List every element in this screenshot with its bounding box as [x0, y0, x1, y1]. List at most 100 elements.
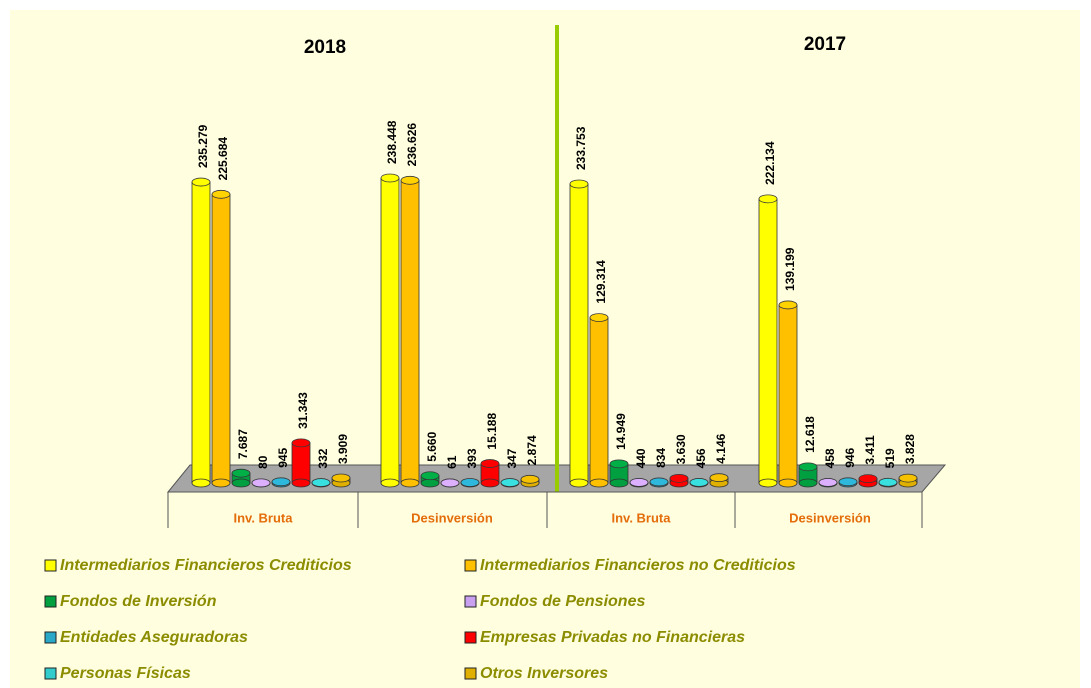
- cylinder-base: [758, 478, 778, 488]
- legend-swatch: [44, 559, 57, 572]
- bar: [211, 189, 231, 488]
- cylinder-top: [649, 477, 669, 487]
- cylinder-base: [589, 478, 609, 488]
- cylinder-base: [609, 478, 629, 488]
- cylinder-top: [331, 473, 351, 483]
- x-tick-label: Inv. Bruta: [234, 510, 294, 525]
- cylinder-base: [191, 478, 211, 488]
- value-label: 14.949: [614, 413, 628, 450]
- cylinder-base: [569, 478, 589, 488]
- cylinder-top: [211, 189, 231, 199]
- value-label: 945: [276, 447, 290, 467]
- bar: [500, 478, 520, 488]
- value-label: 236.626: [405, 123, 419, 167]
- value-label: 235.279: [196, 124, 210, 168]
- cylinder-top: [898, 473, 918, 483]
- bar: [569, 179, 589, 488]
- cylinder-top: [191, 177, 211, 187]
- cylinder-top: [758, 194, 778, 204]
- bar: [271, 477, 291, 488]
- legend-label: Entidades Aseguradoras: [60, 629, 248, 646]
- legend-label: Intermediarios Financieros no Crediticio…: [480, 557, 796, 574]
- value-label: 519: [883, 448, 897, 468]
- cylinder-body: [400, 179, 420, 484]
- cylinder-top: [400, 175, 420, 185]
- cylinder-base: [778, 478, 798, 488]
- value-label: 946: [843, 447, 857, 467]
- cylinder-top: [878, 477, 898, 487]
- x-tick-label: Desinversión: [789, 510, 871, 525]
- bar: [898, 473, 918, 488]
- value-label: 3.828: [903, 434, 917, 464]
- value-label: 31.343: [296, 392, 310, 429]
- value-label: 347: [505, 448, 519, 468]
- cylinder-top: [460, 478, 480, 487]
- plot-background: [10, 10, 1080, 688]
- legend-swatch: [44, 595, 57, 608]
- bar: [609, 459, 629, 488]
- cylinder-top: [629, 478, 649, 487]
- value-label: 238.448: [385, 120, 399, 164]
- bar: [231, 468, 251, 488]
- cylinder-top: [291, 438, 311, 448]
- value-label: 139.199: [783, 247, 797, 291]
- cylinder-top: [420, 471, 440, 481]
- value-label: 222.134: [763, 141, 777, 185]
- legend-label: Otros Inversores: [480, 665, 608, 682]
- category-separators: [167, 491, 923, 528]
- cylinder-top: [669, 473, 689, 483]
- legend-swatch: [464, 667, 477, 680]
- bar: [251, 478, 271, 488]
- cylinder-body: [589, 317, 609, 484]
- value-label: 2.874: [525, 435, 539, 465]
- legend-swatch: [44, 667, 57, 680]
- value-label: 3.630: [674, 434, 688, 464]
- cylinder-base: [211, 478, 231, 488]
- bar: [629, 478, 649, 488]
- cylinder-base: [231, 478, 251, 488]
- year-label: 2018: [304, 37, 346, 58]
- legend-swatch: [464, 631, 477, 644]
- cylinder-base: [291, 478, 311, 488]
- bar: [460, 478, 480, 488]
- value-label: 3.909: [336, 434, 350, 464]
- legend-label: Fondos de Pensiones: [480, 593, 645, 610]
- cylinder-body: [569, 183, 589, 484]
- x-tick-label: Desinversión: [411, 510, 493, 525]
- bar: [311, 478, 331, 488]
- value-label: 440: [634, 448, 648, 468]
- bar: [758, 194, 778, 488]
- bar: [331, 473, 351, 488]
- bar: [380, 173, 400, 488]
- cylinder-body: [291, 442, 311, 484]
- cylinder-top: [271, 477, 291, 487]
- value-label: 233.753: [574, 126, 588, 170]
- value-label: 458: [823, 448, 837, 468]
- bar: [818, 478, 838, 488]
- bar: [778, 300, 798, 488]
- legend-label: Fondos de Inversión: [60, 593, 217, 610]
- cylinder-top: [311, 478, 331, 487]
- cylinder-body: [211, 193, 231, 484]
- cylinder-body: [191, 181, 211, 484]
- bar: [709, 473, 729, 488]
- cylinder-top: [709, 473, 729, 483]
- cylinder-top: [818, 478, 838, 487]
- bar: [689, 478, 709, 488]
- value-label: 15.188: [485, 413, 499, 450]
- cylinder-top: [589, 313, 609, 322]
- cylinder-base: [798, 478, 818, 488]
- value-label: 80: [256, 455, 270, 469]
- cylinder-top: [251, 478, 271, 488]
- year-label: 2017: [804, 34, 846, 55]
- bar: [480, 459, 500, 488]
- value-label: 61: [445, 455, 459, 469]
- bar: [291, 438, 311, 488]
- value-label: 456: [694, 448, 708, 468]
- bar: [420, 471, 440, 488]
- cylinder-top: [838, 477, 858, 487]
- cylinder-top: [380, 173, 400, 183]
- cylinder-body: [778, 304, 798, 484]
- value-label: 129.314: [594, 260, 608, 304]
